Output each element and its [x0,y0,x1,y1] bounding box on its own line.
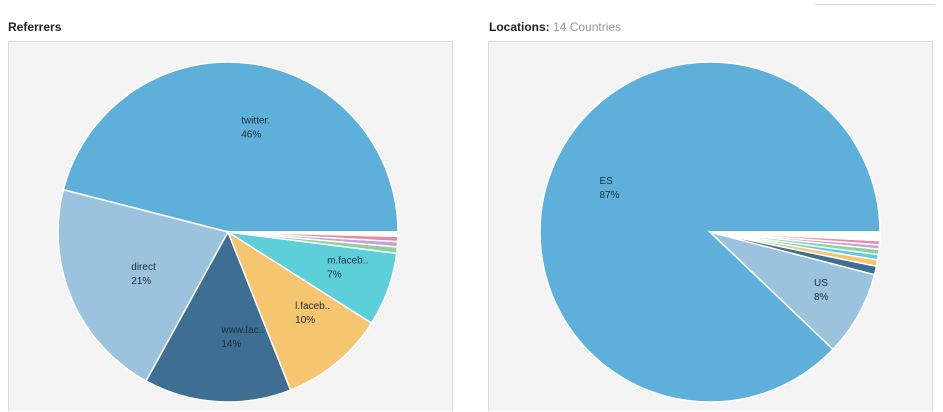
locations-count: 14 Countries [553,20,622,34]
locations-title-text: Locations: [489,20,550,34]
slice-label: l.faceb.. [295,301,330,312]
slice-percent: 46% [241,129,261,140]
slice-percent: 87% [600,190,620,201]
slice-percent: 7% [327,270,342,281]
slice-percent: 21% [131,276,151,287]
slice-label: US [814,278,828,289]
slice-label: direct [131,262,156,273]
slice-percent: 14% [221,339,241,350]
slice-label: twitter. [241,115,270,126]
slice-percent: 10% [295,315,315,326]
top-right-divider [815,0,935,5]
slice-label: www.fac.. [220,325,264,336]
pie-slice-l-faceb[interactable] [226,230,373,392]
pie-slice-twitter[interactable] [62,61,399,233]
slice-label: m.faceb.. [327,256,368,267]
pie-slice-www-fac[interactable] [145,230,292,403]
locations-title: Locations: 14 Countries [489,20,621,34]
referrers-pie-chart: twitter. 46% direct 21% www.fac.. 14% l.faceb.… [57,61,399,403]
locations-pie-chart: ES 87% US 8% [539,61,881,403]
referrers-title: Referrers [8,20,61,34]
pie-slice-8[interactable] [227,231,399,238]
pie-slice-direct[interactable] [57,188,230,382]
pie-slice-8[interactable] [709,231,881,242]
slice-percent: 8% [814,292,829,303]
slice-label: ES [600,176,614,187]
locations-chart-panel: ES 87% US 8% [488,41,933,411]
referrers-title-text: Referrers [8,20,62,34]
referrers-chart-panel: twitter. 46% direct 21% www.fac.. 14% l.faceb.… [8,41,453,411]
